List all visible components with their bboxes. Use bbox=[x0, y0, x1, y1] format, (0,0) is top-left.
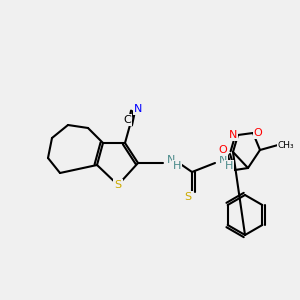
Text: S: S bbox=[114, 180, 122, 190]
Text: N: N bbox=[134, 104, 142, 114]
Text: O: O bbox=[254, 128, 262, 138]
Text: S: S bbox=[184, 192, 192, 202]
Text: N: N bbox=[167, 155, 175, 165]
Text: N: N bbox=[219, 155, 227, 165]
Text: C: C bbox=[123, 115, 131, 125]
Text: N: N bbox=[229, 130, 237, 140]
Text: H: H bbox=[173, 161, 181, 171]
Text: O: O bbox=[219, 145, 227, 155]
Text: H: H bbox=[225, 161, 233, 171]
Text: CH₃: CH₃ bbox=[278, 140, 294, 149]
